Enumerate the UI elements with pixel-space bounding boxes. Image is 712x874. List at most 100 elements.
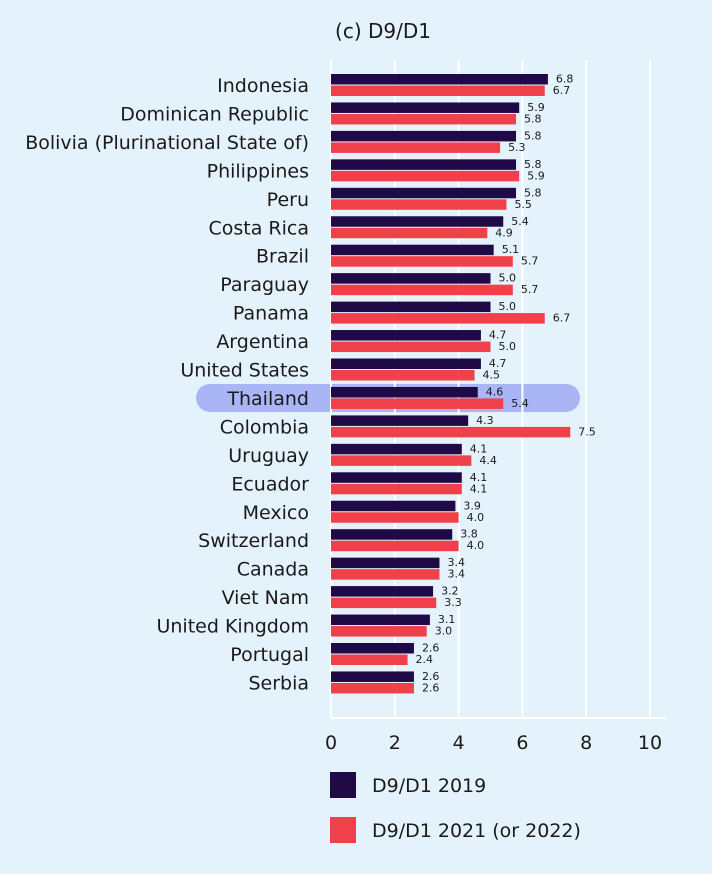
bar-2021 bbox=[331, 540, 459, 552]
category-label: Costa Rica bbox=[209, 217, 310, 239]
value-label: 5.5 bbox=[514, 198, 532, 211]
bar-2021 bbox=[331, 512, 459, 523]
value-label: 6.7 bbox=[553, 84, 571, 97]
category-label: Peru bbox=[267, 189, 309, 211]
bar-2019 bbox=[331, 671, 414, 682]
bar-2021 bbox=[331, 569, 440, 580]
value-label: 5.8 bbox=[524, 186, 542, 199]
bar-2019 bbox=[331, 472, 462, 483]
value-label: 5.0 bbox=[499, 272, 517, 285]
bar-2019 bbox=[331, 187, 517, 199]
value-label: 5.4 bbox=[511, 397, 529, 410]
category-label: Colombia bbox=[220, 416, 309, 438]
value-label: 5.9 bbox=[527, 169, 545, 182]
bar-2021 bbox=[331, 85, 545, 96]
value-label: 7.5 bbox=[578, 425, 596, 438]
category-label: Brazil bbox=[256, 246, 309, 268]
x-tick-label: 2 bbox=[389, 732, 401, 754]
value-label: 4.0 bbox=[467, 539, 485, 552]
bar-2021 bbox=[331, 113, 517, 125]
category-label: Viet Nam bbox=[222, 587, 309, 609]
bar-2019 bbox=[331, 529, 453, 540]
bar-2021 bbox=[331, 256, 513, 267]
legend: D9/D1 2019 D9/D1 2021 (or 2022) bbox=[330, 772, 581, 843]
bar-2019 bbox=[331, 643, 414, 654]
value-label: 4.7 bbox=[489, 329, 507, 342]
bar-2021 bbox=[331, 597, 437, 609]
legend-label-2021: D9/D1 2021 (or 2022) bbox=[372, 820, 581, 842]
category-label: Paraguay bbox=[220, 274, 309, 296]
bar-2019 bbox=[331, 586, 434, 597]
category-label: Bolivia (Plurinational State of) bbox=[25, 132, 309, 154]
value-label: 5.8 bbox=[524, 158, 542, 171]
bar-2021 bbox=[331, 170, 520, 182]
bar-2019 bbox=[331, 301, 491, 313]
bar-2021 bbox=[331, 199, 507, 210]
value-label: 5.4 bbox=[511, 215, 529, 228]
bar-2019 bbox=[331, 130, 517, 142]
value-label: 3.0 bbox=[435, 625, 453, 638]
value-label: 4.1 bbox=[470, 482, 488, 495]
category-label: Switzerland bbox=[198, 530, 309, 552]
bar-2019 bbox=[331, 330, 481, 341]
bar-2021 bbox=[331, 284, 513, 296]
value-label: 3.4 bbox=[447, 556, 465, 569]
value-label: 6.8 bbox=[556, 73, 574, 86]
x-tick-label: 10 bbox=[638, 732, 662, 754]
category-label: Portugal bbox=[230, 644, 309, 666]
bar-2019 bbox=[331, 358, 481, 369]
category-label: Mexico bbox=[243, 502, 309, 524]
value-label: 4.1 bbox=[470, 471, 488, 484]
bar-2021 bbox=[331, 227, 488, 239]
legend-swatch-2019 bbox=[330, 772, 356, 798]
bar-2019 bbox=[331, 557, 440, 569]
value-label: 3.3 bbox=[444, 596, 462, 609]
x-tick-label: 4 bbox=[453, 732, 465, 754]
value-label: 4.5 bbox=[483, 369, 501, 382]
chart-title: (c) D9/D1 bbox=[335, 19, 431, 43]
value-label: 4.6 bbox=[486, 385, 504, 398]
value-label: 4.9 bbox=[495, 226, 513, 239]
category-label: Philippines bbox=[207, 160, 309, 182]
bar-2021 bbox=[331, 455, 472, 466]
value-label: 3.9 bbox=[463, 499, 481, 512]
value-label: 2.6 bbox=[422, 670, 440, 683]
bar-2021 bbox=[331, 426, 571, 438]
bar-2019 bbox=[331, 386, 478, 398]
value-label: 4.7 bbox=[489, 357, 507, 370]
value-label: 4.0 bbox=[467, 511, 485, 524]
legend-label-2019: D9/D1 2019 bbox=[372, 775, 486, 797]
x-tick-label: 6 bbox=[516, 732, 528, 754]
value-label: 3.8 bbox=[460, 528, 478, 541]
bar-2021 bbox=[331, 142, 501, 153]
value-label: 6.7 bbox=[553, 312, 571, 325]
value-label: 5.1 bbox=[502, 243, 520, 256]
category-label: United States bbox=[180, 360, 309, 382]
category-label: Indonesia bbox=[217, 75, 309, 97]
x-tick-label: 8 bbox=[580, 732, 592, 754]
value-label: 5.7 bbox=[521, 255, 539, 268]
value-label: 5.7 bbox=[521, 283, 539, 296]
category-label: Serbia bbox=[248, 672, 309, 694]
bar-2019 bbox=[331, 500, 456, 512]
category-label: Thailand bbox=[226, 388, 309, 410]
value-label: 5.0 bbox=[499, 300, 517, 313]
bar-2019 bbox=[331, 102, 520, 113]
bar-2021 bbox=[331, 654, 408, 665]
value-label: 4.4 bbox=[479, 454, 497, 467]
value-label: 2.6 bbox=[422, 642, 440, 655]
value-label: 3.2 bbox=[441, 585, 459, 598]
category-label: Ecuador bbox=[231, 473, 309, 495]
bar-2021 bbox=[331, 483, 462, 495]
value-label: 5.8 bbox=[524, 112, 542, 125]
value-label: 5.3 bbox=[508, 141, 526, 154]
category-label: Dominican Republic bbox=[120, 103, 309, 125]
bar-2019 bbox=[331, 614, 430, 626]
bar-2019 bbox=[331, 415, 469, 426]
bar-2021 bbox=[331, 370, 475, 381]
bar-2019 bbox=[331, 216, 504, 227]
bar-2019 bbox=[331, 159, 517, 170]
bar-2019 bbox=[331, 443, 462, 455]
category-label: Canada bbox=[237, 559, 309, 581]
value-label: 4.3 bbox=[476, 414, 494, 427]
